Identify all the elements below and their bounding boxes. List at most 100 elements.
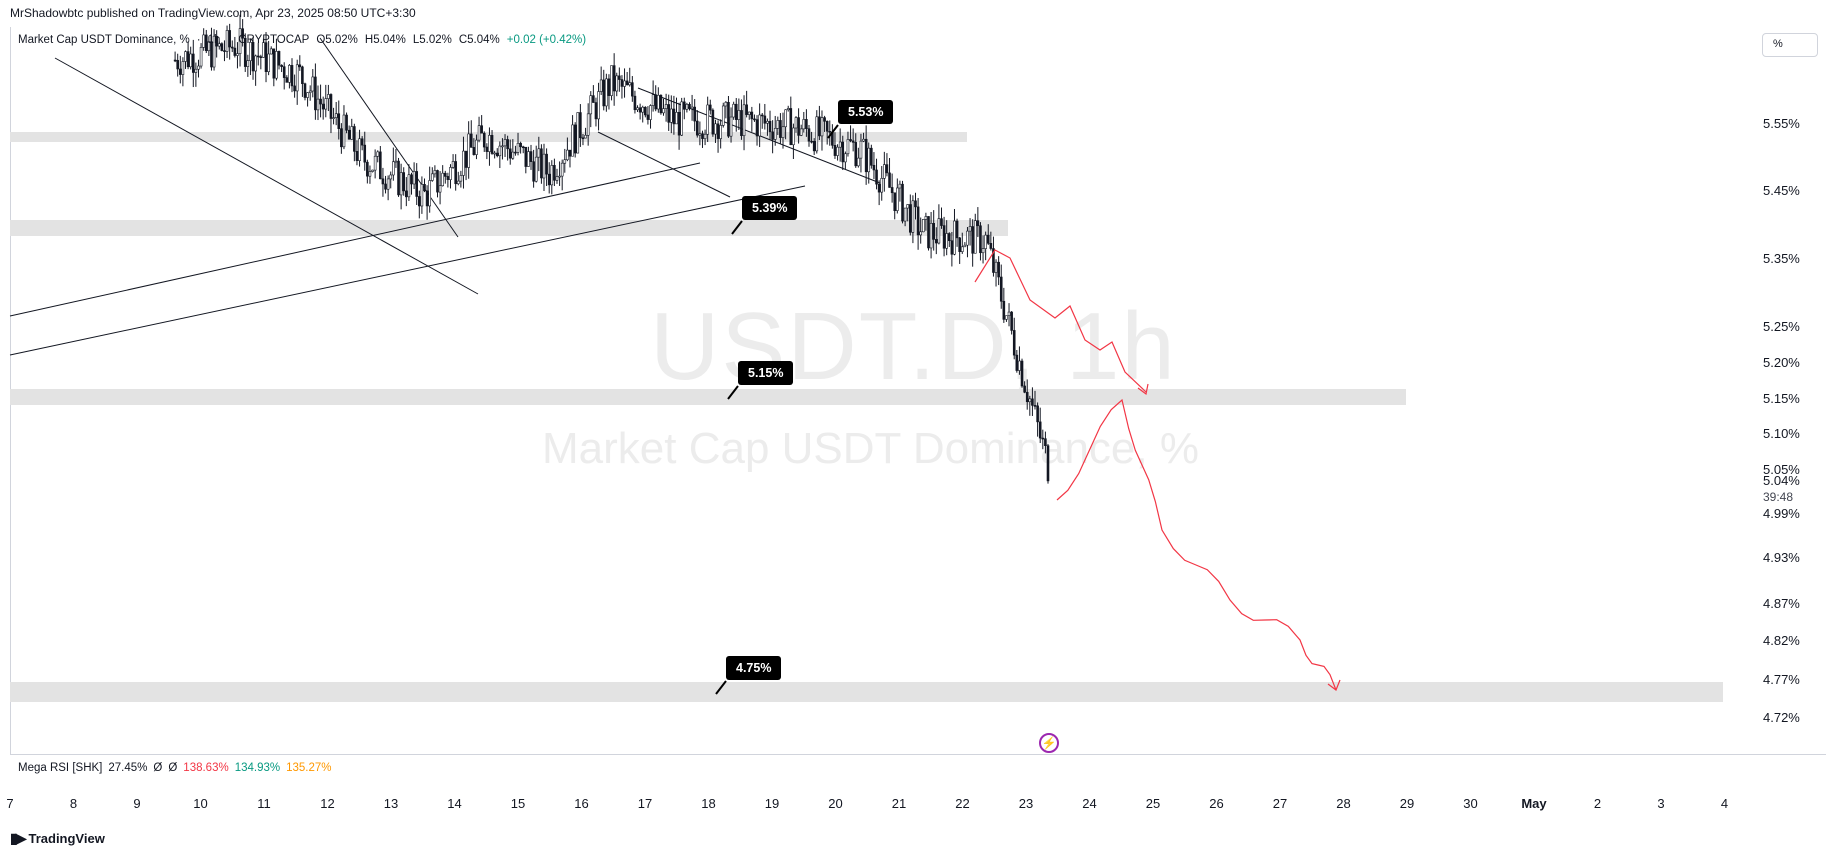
candle-body (597, 91, 600, 120)
candle-body (334, 113, 338, 118)
candle-body (381, 178, 385, 185)
candle-body (854, 142, 858, 167)
candle-body (298, 64, 302, 68)
candle-body (625, 80, 629, 86)
candle-body (428, 180, 431, 207)
candle-body (550, 165, 554, 186)
candle-body (454, 161, 457, 185)
candle-body (592, 95, 595, 103)
callout-pointer (727, 385, 739, 400)
candle-body (423, 184, 426, 192)
candle-body (768, 120, 772, 133)
candle-body (986, 234, 990, 244)
candle-body (256, 55, 260, 58)
rsi-name[interactable]: Mega RSI [SHK] (18, 762, 103, 774)
candle-body (851, 140, 855, 143)
date-tick-label: 21 (891, 796, 907, 811)
lightning-icon[interactable]: ⚡ (1039, 733, 1059, 753)
candle-body (883, 164, 886, 179)
candle-body (472, 147, 476, 155)
candle-body (605, 78, 608, 107)
price-tick-label: 4.93% (1763, 550, 1800, 565)
candle-body (688, 103, 691, 110)
candle-body (399, 172, 403, 196)
candle-body (498, 145, 502, 157)
candle-body (511, 151, 515, 159)
candle-body (321, 103, 325, 110)
symbol-legend[interactable]: Market Cap USDT Dominance, % · 1h · CRYPTOCA… (18, 34, 593, 46)
candle-body (230, 46, 234, 49)
candle-body (906, 204, 910, 209)
candle-body (901, 183, 904, 222)
candle-body (173, 59, 177, 62)
candle-body (332, 117, 335, 119)
candle-body (784, 109, 787, 128)
legend-close: C5.04% (458, 34, 500, 46)
rsi-value-2: Ø (153, 762, 163, 774)
callout-level-3[interactable]: 5.15% (738, 361, 794, 385)
candle-body (667, 104, 671, 123)
candle-body (794, 117, 798, 129)
date-tick-label: 9 (133, 796, 141, 811)
candle-body (568, 149, 572, 157)
callout-level-4[interactable]: 4.75% (726, 656, 782, 680)
candle-body (631, 82, 634, 97)
candle-body (345, 114, 348, 131)
candle-body (210, 41, 213, 68)
callout-level-1[interactable]: 5.53% (838, 100, 894, 124)
date-tick-label: 22 (955, 796, 970, 811)
candle-body (921, 219, 925, 233)
legend-open: O5.02% (316, 34, 358, 46)
candle-body (360, 138, 364, 146)
projection-arrow-top (1137, 383, 1149, 396)
candle-body (514, 151, 517, 154)
tv-logo-text: TradingView (28, 831, 105, 846)
callout-level-2[interactable]: 5.39% (742, 196, 798, 220)
price-tick-label: 4.99% (1763, 506, 1800, 521)
candle-body (872, 164, 876, 171)
candle-body (841, 141, 845, 163)
candle-body (711, 109, 715, 135)
candle-body (870, 147, 873, 166)
date-tick-label: 15 (510, 796, 526, 811)
date-tick-label: 29 (1399, 796, 1415, 811)
candle-body (706, 104, 709, 135)
projection-branch (974, 249, 1147, 393)
candle-body (773, 128, 777, 140)
candle-body (805, 119, 808, 129)
candle-body (1005, 315, 1008, 320)
price-tick-label: 4.87% (1763, 596, 1800, 611)
legend-interval[interactable]: 1h (207, 34, 221, 46)
candle-body (932, 223, 935, 240)
legend-symbol[interactable]: Market Cap USDT Dominance, % (18, 34, 190, 46)
candle-body (319, 98, 322, 105)
candle-body (781, 126, 785, 138)
candle-body (857, 157, 860, 167)
candle-body (612, 65, 616, 92)
candle-body (745, 104, 748, 115)
candle-body (534, 156, 538, 182)
date-tick-label: 30 (1463, 796, 1478, 811)
date-tick-label: 26 (1209, 796, 1224, 811)
rsi-legend[interactable]: Mega RSI [SHK] 27.45% Ø Ø 138.63% 134.93% 135.… (18, 762, 338, 774)
candle-body (527, 151, 530, 167)
candle-body (532, 161, 535, 182)
candle-body (914, 200, 917, 208)
candle-body (989, 243, 993, 249)
unit-toggle-button[interactable]: % (1762, 33, 1818, 57)
date-tick-label: 12 (320, 796, 335, 811)
candle-body (194, 68, 198, 73)
candle-body (1020, 360, 1024, 387)
bar-countdown: 39:48 (1763, 490, 1794, 504)
candle-body (1044, 438, 1047, 446)
candle-body (763, 115, 767, 124)
candle-body (747, 111, 751, 115)
tradingview-logo[interactable]: ▮▶ TradingView (10, 830, 105, 847)
candle-body (898, 183, 902, 189)
candle-body (469, 133, 473, 148)
candle-body (485, 146, 489, 152)
candle-body (217, 43, 221, 47)
candle-body (1012, 330, 1016, 356)
candle-body (290, 65, 294, 87)
